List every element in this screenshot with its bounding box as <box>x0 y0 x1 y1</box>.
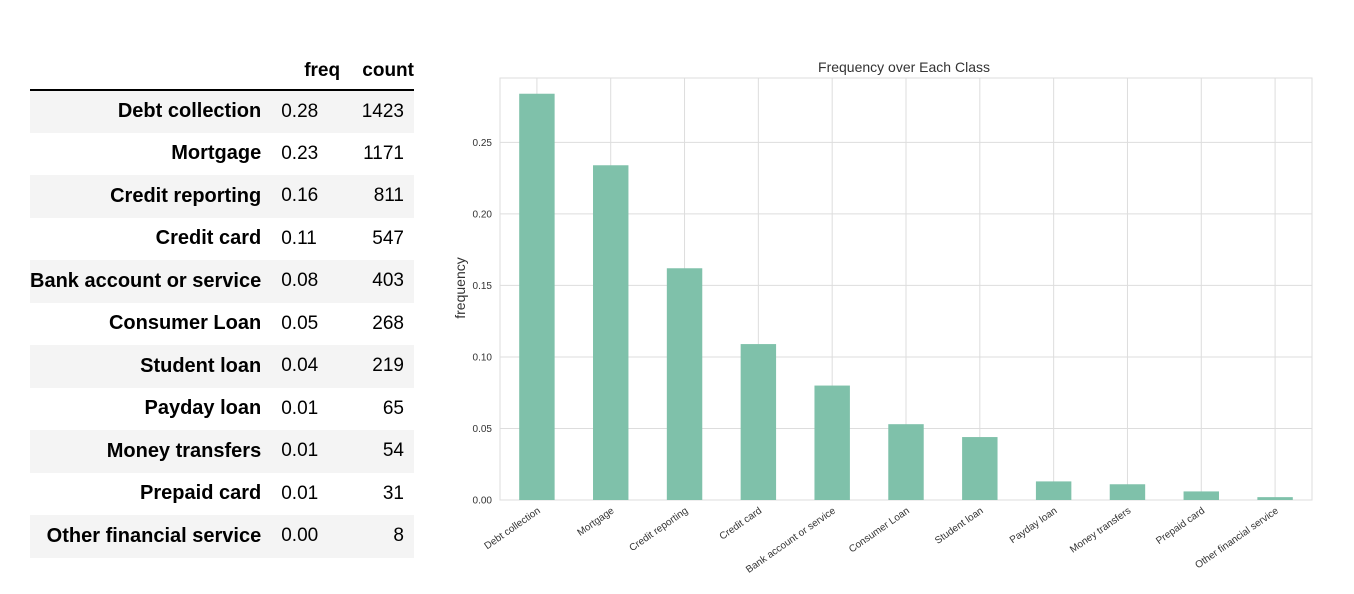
count-cell: 811 <box>373 185 404 207</box>
row-label: Credit reporting <box>110 184 262 207</box>
freq-cell: 0.16 <box>281 185 319 207</box>
count-cell: 1171 <box>363 142 404 164</box>
bar-5 <box>814 385 850 500</box>
count-cell: 547 <box>372 227 404 249</box>
chart-title: Frequency over Each Class <box>818 59 990 75</box>
freq-cell: 0.08 <box>281 270 319 292</box>
bar-9 <box>1109 484 1146 500</box>
row-label: Credit card <box>155 227 262 250</box>
x-tick-label: Payday loan <box>1008 505 1059 546</box>
x-tick-label: Student loan <box>933 505 985 546</box>
y-axis-label: frequency <box>452 257 468 318</box>
freq-cell: 0.28 <box>281 100 319 122</box>
y-tick-label: 0.10 <box>473 352 493 363</box>
freq-column-header: freq <box>281 52 341 91</box>
table-row: Mortgage 0.23 1171 <box>30 133 414 176</box>
x-tick-label: Money transfers <box>1068 505 1133 555</box>
count-cell: 54 <box>382 440 404 462</box>
bar-4 <box>740 344 777 500</box>
x-tick-label: Credit card <box>718 505 764 542</box>
table-row: Credit card 0.11 547 <box>30 218 414 261</box>
row-label: Student loan <box>140 354 262 377</box>
table-row: Bank account or service 0.08 403 <box>30 260 414 303</box>
y-tick-label: 0.15 <box>473 281 493 292</box>
count-cell: 65 <box>382 397 404 419</box>
y-tick-label: 0.05 <box>473 424 493 435</box>
count-cell: 403 <box>372 270 404 292</box>
freq-cell: 0.04 <box>281 355 319 377</box>
index-header <box>30 52 282 91</box>
x-tick-label: Other financial service <box>1193 505 1281 571</box>
bar-8 <box>1035 481 1072 500</box>
row-label: Prepaid card <box>140 482 262 505</box>
row-label: Payday loan <box>144 397 262 420</box>
table-row: Student loan 0.04 219 <box>30 345 414 388</box>
freq-cell: 0.05 <box>281 312 319 334</box>
row-label: Consumer Loan <box>108 312 262 335</box>
table-row: Credit reporting 0.16 811 <box>30 175 414 218</box>
bar-6 <box>888 424 924 500</box>
table-header-row: freq count <box>30 52 414 91</box>
y-tick-label: 0.00 <box>473 496 493 507</box>
bar-7 <box>962 437 998 500</box>
x-tick-label: Prepaid card <box>1154 505 1207 547</box>
count-cell: 268 <box>372 312 404 334</box>
freq-cell: 0.23 <box>281 142 319 164</box>
freq-cell: 0.00 <box>281 525 319 547</box>
frequency-table: freq count Debt collection 0.28 1423 Mortga… <box>30 52 414 558</box>
count-cell: 31 <box>382 482 404 504</box>
freq-cell: 0.11 <box>281 227 317 249</box>
table-row: Debt collection 0.28 1423 <box>30 90 414 133</box>
row-label: Money transfers <box>106 439 262 462</box>
row-label: Debt collection <box>117 100 262 123</box>
x-tick-label: Credit reporting <box>627 505 690 554</box>
table-body: Debt collection 0.28 1423 Mortgage 0.23 1171 C… <box>30 90 414 558</box>
count-cell: 219 <box>372 355 404 377</box>
freq-cell: 0.01 <box>281 397 319 419</box>
x-tick-label: Consumer Loan <box>847 505 912 555</box>
count-cell: 1423 <box>361 100 404 122</box>
x-tick-label: Debt collection <box>483 505 543 552</box>
count-column-header: count <box>340 52 414 91</box>
count-cell: 8 <box>393 525 404 547</box>
table-row: Money transfers 0.01 54 <box>30 430 414 473</box>
row-label: Bank account or service <box>30 269 262 292</box>
bar-2 <box>593 165 629 500</box>
row-label: Other financial service <box>46 524 262 547</box>
table-row: Prepaid card 0.01 31 <box>30 473 414 516</box>
freq-cell: 0.01 <box>281 440 319 462</box>
y-tick-label: 0.20 <box>473 209 493 220</box>
freq-cell: 0.01 <box>281 482 319 504</box>
row-label: Mortgage <box>171 142 262 165</box>
table-row: Other financial service 0.00 8 <box>30 515 414 558</box>
bar-1 <box>519 93 555 500</box>
bar-3 <box>666 268 703 500</box>
x-tick-label: Mortgage <box>576 505 617 538</box>
bar-11 <box>1257 497 1293 500</box>
table-row: Payday loan 0.01 65 <box>30 388 414 431</box>
y-tick-label: 0.25 <box>473 138 493 149</box>
table-row: Consumer Loan 0.05 268 <box>30 303 414 346</box>
bar-10 <box>1183 491 1219 500</box>
